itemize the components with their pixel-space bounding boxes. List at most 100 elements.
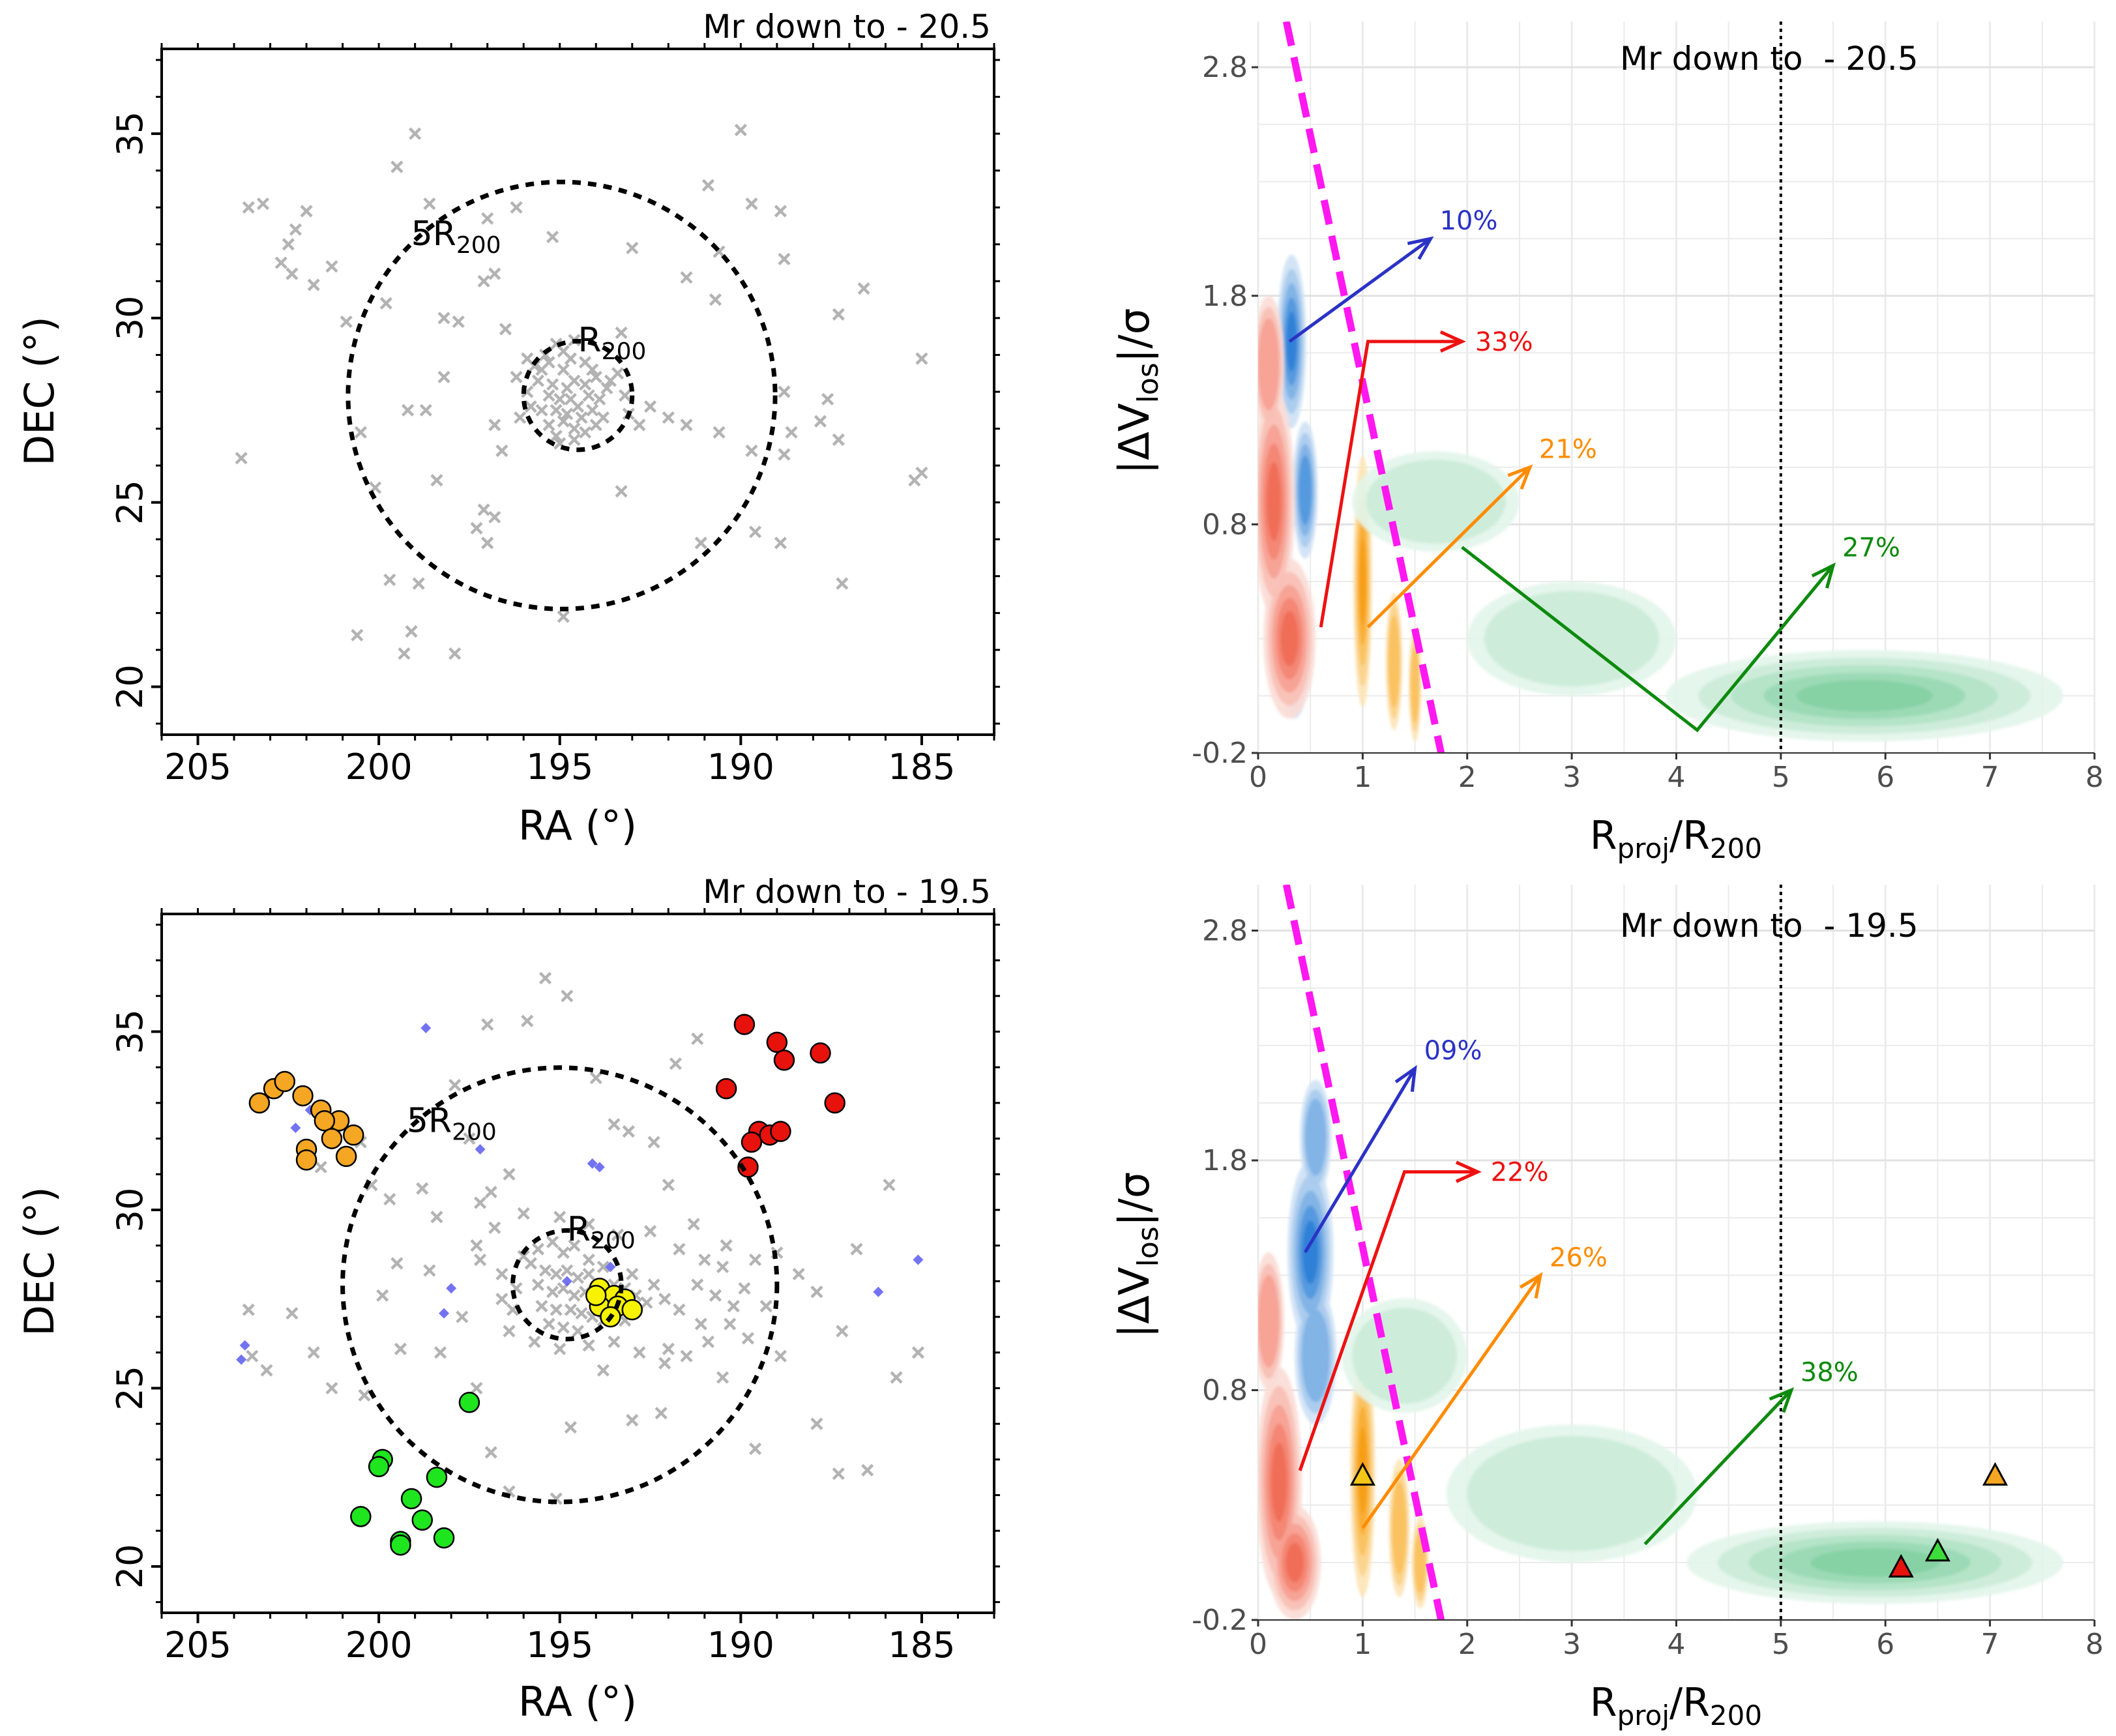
galaxy-x-mark xyxy=(495,1293,508,1306)
galaxy-diamond-mark xyxy=(446,1283,457,1294)
galaxy-diamond-mark xyxy=(605,1261,616,1273)
sky-bottom-xlabel: RA (°) xyxy=(518,1678,637,1726)
green-group-point xyxy=(433,1527,455,1549)
galaxy-x-mark xyxy=(557,1246,570,1259)
y-tick-label: -0.2 xyxy=(1192,737,1248,770)
galaxy-x-mark xyxy=(586,363,599,376)
galaxy-x-mark xyxy=(274,256,287,269)
galaxy-x-mark xyxy=(836,1325,849,1338)
galaxy-x-mark xyxy=(531,1278,545,1291)
red-density-contour xyxy=(1271,1442,1287,1522)
circle-label-main: 5R xyxy=(407,1101,452,1140)
galaxy-x-mark xyxy=(701,1335,714,1348)
galaxy-x-mark xyxy=(488,419,501,432)
galaxy-x-mark xyxy=(857,282,870,295)
y-tick-label: 35 xyxy=(110,1009,151,1054)
galaxy-x-mark xyxy=(246,1349,259,1362)
galaxy-x-mark xyxy=(474,1196,487,1209)
red-density-contour xyxy=(1258,1274,1280,1368)
sky-top-ylabel: DEC (°) xyxy=(16,316,63,465)
galaxy-x-mark xyxy=(553,1342,566,1355)
fraction-label: 26% xyxy=(1550,1243,1608,1273)
galaxy-x-mark xyxy=(430,1211,443,1224)
galaxy-x-mark xyxy=(553,1211,566,1224)
x-tick-label: 6 xyxy=(1876,1628,1894,1661)
x-tick-label: 7 xyxy=(1981,761,1999,794)
green-density-contour xyxy=(1810,1548,1940,1577)
galaxy-x-mark xyxy=(748,1442,762,1456)
galaxy-x-mark xyxy=(542,389,555,402)
y-tick-label: 25 xyxy=(110,480,151,525)
yellow-group-point xyxy=(585,1284,607,1306)
galaxy-x-mark xyxy=(564,352,577,365)
orange-group-point xyxy=(274,1070,296,1093)
red-group-point xyxy=(741,1131,763,1153)
arrow-head xyxy=(1455,1160,1482,1183)
galaxy-x-mark xyxy=(571,1325,585,1338)
galaxy-x-mark xyxy=(571,1271,585,1284)
galaxy-x-mark xyxy=(307,278,320,291)
galaxy-x-mark xyxy=(488,267,501,280)
galaxy-x-mark xyxy=(379,297,392,310)
galaxy-x-mark xyxy=(419,404,432,417)
galaxy-x-mark xyxy=(582,1339,595,1352)
circle-label-sub: 200 xyxy=(602,338,647,365)
galaxy-x-mark xyxy=(745,444,758,458)
galaxy-x-mark xyxy=(687,1218,700,1231)
galaxy-x-mark xyxy=(260,1364,273,1377)
galaxy-x-mark xyxy=(423,1264,436,1277)
x-tick-label: 7 xyxy=(1981,1628,1999,1661)
galaxy-x-mark xyxy=(481,212,494,225)
galaxy-x-mark xyxy=(535,1300,548,1313)
x-tick-label: 195 xyxy=(526,1625,593,1666)
x-tick-label: 6 xyxy=(1876,761,1894,794)
galaxy-x-mark xyxy=(810,1417,823,1430)
x-tick-label: 2 xyxy=(1458,1628,1477,1661)
x-tick-label: 0 xyxy=(1249,761,1267,794)
trajectory-arrow xyxy=(1361,1274,1542,1529)
galaxy-x-mark xyxy=(626,241,639,255)
galaxy-x-mark xyxy=(286,267,299,280)
galaxy-diamond-mark xyxy=(913,1254,924,1265)
triangle-marker xyxy=(1982,1462,2008,1486)
galaxy-x-mark xyxy=(390,1257,404,1270)
green-density-contour xyxy=(1484,591,1660,686)
caustic-dashed-line xyxy=(1282,22,1445,753)
galaxy-x-mark xyxy=(778,448,791,461)
orange-group-point xyxy=(321,1128,343,1149)
orange-group-point xyxy=(248,1092,271,1114)
x-tick-label: 8 xyxy=(2085,1628,2104,1661)
fraction-label: 33% xyxy=(1475,327,1533,357)
galaxy-x-mark xyxy=(778,252,791,265)
galaxy-x-mark xyxy=(488,510,501,523)
green-density-contour xyxy=(1467,1435,1677,1552)
galaxy-x-mark xyxy=(561,1264,574,1277)
galaxy-x-mark xyxy=(716,1260,729,1274)
sky-bottom-frame xyxy=(160,913,995,1614)
galaxy-x-mark xyxy=(741,1332,755,1345)
galaxy-x-mark xyxy=(463,1132,476,1145)
galaxy-x-mark xyxy=(680,271,693,284)
galaxy-x-mark xyxy=(593,392,606,405)
galaxy-x-mark xyxy=(550,404,563,417)
galaxy-x-mark xyxy=(589,419,602,432)
x-tick-label: 3 xyxy=(1563,1628,1581,1661)
x-tick-label: 4 xyxy=(1668,761,1686,794)
galaxy-x-mark xyxy=(300,205,313,218)
fraction-label: 22% xyxy=(1491,1158,1549,1188)
y-tick-label: 1.8 xyxy=(1202,1144,1248,1177)
galaxy-x-mark xyxy=(662,411,675,424)
y-tick-label: 0.8 xyxy=(1202,508,1248,541)
galaxy-diamond-mark xyxy=(239,1340,250,1351)
galaxy-x-mark xyxy=(640,1296,653,1309)
fraction-label: 27% xyxy=(1842,533,1900,563)
galaxy-x-mark xyxy=(724,1317,737,1331)
galaxy-x-mark xyxy=(488,1221,501,1234)
galaxy-x-mark xyxy=(546,1286,559,1299)
galaxy-x-mark xyxy=(615,485,628,498)
galaxy-x-mark xyxy=(832,1467,845,1480)
trajectory-arrow xyxy=(1319,340,1462,628)
triangle-marker xyxy=(1349,1462,1375,1486)
